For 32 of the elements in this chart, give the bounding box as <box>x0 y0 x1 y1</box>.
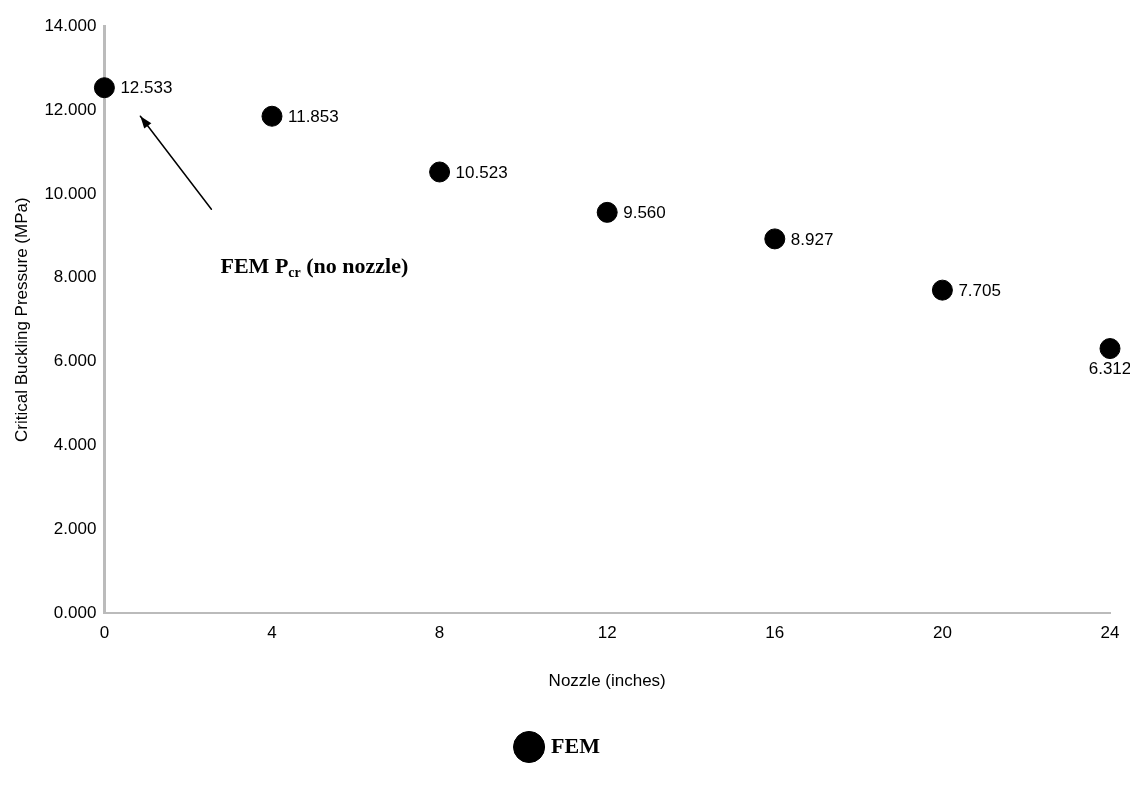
x-tick-label: 24 <box>1100 623 1120 643</box>
y-axis-title: Critical Buckling Pressure (MPa) <box>11 197 31 443</box>
legend-label: FEM <box>551 732 601 758</box>
x-axis-title: Nozzle (inches) <box>548 671 666 691</box>
x-tick-label: 20 <box>932 623 952 643</box>
data-label: 11.853 <box>288 106 339 126</box>
point <box>93 77 115 99</box>
point <box>764 228 786 250</box>
point <box>1099 338 1121 360</box>
x-tick-label: 0 <box>99 623 110 643</box>
y-tick-label: 10.000 <box>44 183 97 203</box>
y-tick-label: 12.000 <box>44 99 97 119</box>
y-tick-label: 4.000 <box>53 435 97 455</box>
data-label: 10.523 <box>455 162 508 182</box>
x-tick-label: 4 <box>267 623 277 643</box>
data-label: 8.927 <box>790 229 834 249</box>
point <box>596 201 618 223</box>
x-tick-label: 16 <box>765 623 785 643</box>
data-label: 9.560 <box>623 203 666 223</box>
y-tick-label: 2.000 <box>53 519 97 539</box>
x-tick-label: 8 <box>434 623 445 643</box>
data-label: 12.533 <box>120 78 173 98</box>
y-tick-label: 6.000 <box>53 351 97 371</box>
y-tick-label: 0.000 <box>53 602 97 622</box>
point <box>429 161 451 183</box>
y-tick-label: 14.000 <box>44 15 97 35</box>
point <box>931 279 953 301</box>
point <box>261 105 283 127</box>
y-tick-label: 8.000 <box>53 267 97 287</box>
data-label: 7.705 <box>958 280 1001 300</box>
data-label: 6.312 <box>1088 358 1132 378</box>
x-tick-label: 12 <box>597 623 617 643</box>
